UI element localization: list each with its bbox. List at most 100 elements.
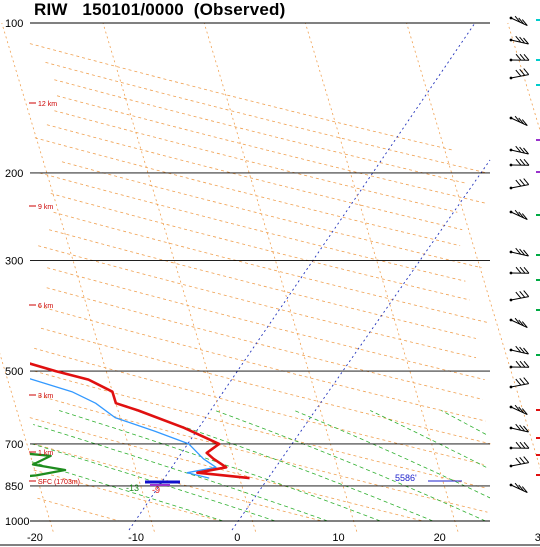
barb-staff (510, 383, 529, 388)
isotherm-lines (0, 22, 540, 532)
isotherm (1, 22, 155, 532)
barb-feather (515, 441, 522, 449)
wind-barb (509, 266, 530, 275)
barb-station-dot (509, 385, 513, 389)
pressure-tick-label: 100 (5, 18, 23, 30)
barb-feather (519, 146, 525, 154)
dry-adiabat (46, 287, 483, 400)
pressure-tick-label: 200 (5, 168, 23, 180)
barb-feather (515, 266, 522, 274)
barb-feather (515, 179, 522, 187)
barb-feather (523, 290, 530, 297)
wind-barb (509, 53, 530, 62)
barb-feather (515, 360, 522, 368)
barb-feather (521, 486, 528, 493)
dry-adiabat (45, 62, 487, 174)
barb-feather (515, 247, 522, 255)
barb-station-dot (509, 163, 513, 167)
wind-barb (509, 482, 528, 494)
barb-feather (523, 347, 529, 355)
barb-feather (518, 17, 525, 25)
wind-barb (509, 15, 528, 27)
wind-barb (509, 35, 529, 45)
barb-station-dot (509, 250, 513, 254)
barb-feather (515, 158, 522, 166)
chart-title: RIW 150101/0000 (Observed) (34, 0, 286, 19)
barb-feather (521, 408, 528, 415)
temperature-tick-label: 20 (434, 532, 446, 544)
barb-feather (519, 158, 526, 166)
dry-adiabat (37, 497, 120, 522)
barb-feather (514, 317, 521, 325)
moist-adiabat (370, 410, 487, 468)
dry-adiabat (34, 370, 488, 489)
barb-feather (515, 378, 522, 386)
barb-feather (523, 360, 530, 368)
barb-staff (510, 296, 529, 301)
isotherm (102, 22, 256, 532)
wind-barb-column (509, 15, 540, 494)
barb-feather (523, 377, 530, 384)
dry-adiabat (61, 161, 482, 269)
wind-barb (509, 158, 530, 167)
barb-feather (523, 147, 529, 155)
barb-feather (521, 19, 528, 26)
mixing-ratio-lines (128, 22, 491, 531)
barb-feather (519, 377, 526, 385)
temperature-tick-label: 0 (234, 532, 240, 544)
barb-feather (523, 68, 530, 75)
barb-station-dot (509, 16, 513, 20)
barb-feather (519, 53, 526, 61)
dry-adiabat (54, 110, 458, 213)
isotherm (305, 22, 459, 532)
pressure-tick-label: 700 (5, 439, 23, 451)
surface-temperature-label: -9 (152, 485, 160, 495)
dry-adiabat (53, 211, 489, 324)
barb-feather (523, 53, 530, 61)
wind-barb (509, 247, 529, 257)
isotherm (507, 22, 540, 132)
barb-feather (523, 178, 530, 185)
sounding-profiles (30, 362, 250, 486)
barb-feather (523, 441, 530, 449)
isobar-lines (30, 22, 490, 522)
wind-barb (509, 456, 530, 468)
dry-adiabat (33, 469, 221, 522)
barb-feather (523, 456, 530, 463)
wind-barb (509, 290, 530, 302)
wind-barb (509, 145, 529, 155)
barb-station-dot (509, 464, 513, 468)
barb-feather (515, 291, 522, 299)
barb-feather (523, 249, 529, 257)
barb-staff (510, 427, 529, 433)
moist-adiabat (441, 410, 487, 435)
dry-adiabat (50, 193, 470, 301)
wind-barb (509, 209, 528, 221)
temperature-tick-label: 10 (332, 532, 344, 544)
barb-feather (523, 37, 529, 45)
barb-feather (514, 482, 521, 490)
moist-adiabat (58, 410, 381, 521)
barb-feather (521, 213, 528, 220)
barb-station-dot (509, 38, 513, 42)
moist-adiabat (33, 424, 328, 521)
surface-label: SFC (1703m) (38, 479, 80, 486)
barb-feather (519, 360, 526, 368)
dewpoint-line (30, 378, 217, 479)
barb-feather (519, 456, 526, 464)
barb-feather (515, 345, 522, 353)
dry-adiabat (33, 443, 322, 522)
moist-adiabat-lines (31, 410, 490, 521)
barb-feather (523, 158, 530, 166)
surface-dewpoint-label: -13 (126, 483, 139, 493)
isotherm (406, 22, 540, 470)
dry-adiabat-lines (29, 43, 491, 522)
barb-feather (518, 484, 525, 492)
barb-station-dot (509, 348, 513, 352)
isotherm (203, 22, 358, 532)
barb-feather (519, 424, 525, 432)
mixing-ratio-line (231, 159, 491, 531)
barb-staff (510, 149, 529, 155)
barb-station-dot (509, 298, 513, 302)
